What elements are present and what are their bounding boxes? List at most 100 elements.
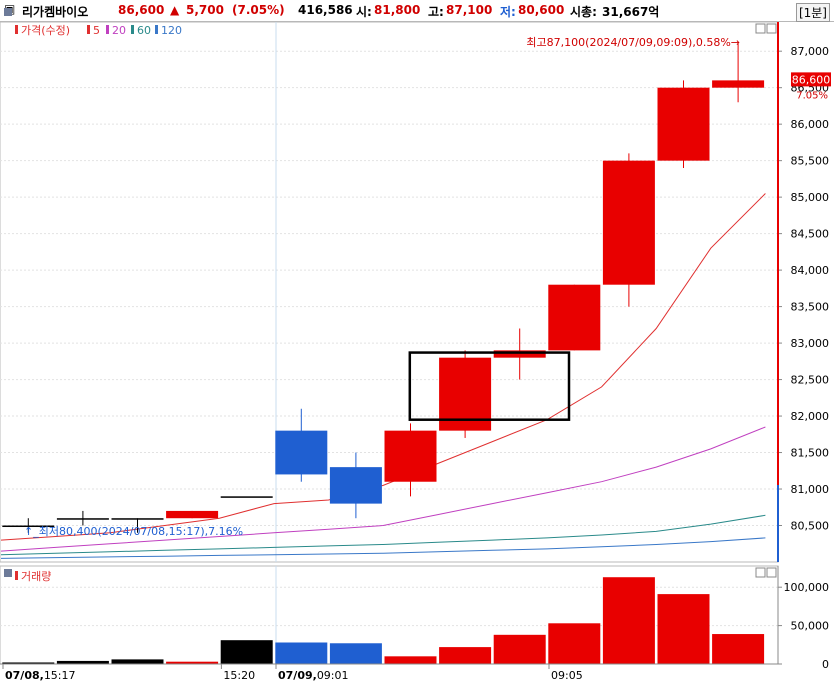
low-value: 80,600 [518, 3, 565, 17]
legend-ma60: 60 [137, 24, 151, 37]
mcap-label: 시총: [570, 5, 597, 19]
legend-volume: 거래량 [21, 570, 51, 583]
up-arrow-icon: ▲ [170, 3, 180, 17]
panel-marker-icon [4, 8, 12, 16]
legend-ma5-swatch [87, 25, 90, 34]
volume-bar [439, 647, 492, 664]
mcap-value: 31,667억 [602, 5, 660, 19]
volume-panel: 0 50,000 100,000 거래량 [0, 565, 830, 671]
candle-body [548, 284, 601, 351]
volume-bar [712, 634, 765, 664]
candle-body [275, 430, 328, 475]
x-tick-label: 15:20 [223, 669, 255, 682]
current-price-tag [791, 72, 831, 87]
price-tick-label: 84,000 [791, 264, 830, 277]
price-tick-label: 84,500 [791, 228, 830, 241]
moving-average-lines [0, 193, 766, 559]
volume-tick-label: 100,000 [784, 581, 830, 594]
annotation-high: 최고87,100(2024/07/09,09:09),0.58%→ [526, 36, 740, 49]
volume-bars [2, 577, 765, 664]
current-change-label: 7.05% [796, 90, 828, 101]
volume-bar [384, 656, 437, 664]
price-panel: 80,500 81,000 81,500 82,000 82,500 83,000 83,5… [0, 8, 831, 563]
price-tick-label: 82,500 [791, 374, 830, 387]
ma60-line [0, 514, 766, 556]
price-tick-label: 87,000 [791, 45, 830, 58]
price-tick-label: 81,000 [791, 483, 830, 496]
current-price: 86,600 [118, 3, 165, 17]
stock-name: 리가켐바이오 [22, 5, 89, 19]
legend-price-swatch [15, 25, 18, 34]
open-value: 81,800 [374, 3, 421, 17]
price-legend: 가격(수정) 5 20 60 120 [15, 24, 182, 37]
candle-body [56, 518, 109, 520]
current-price-tag-label: 86,600 [792, 73, 831, 86]
candle-body [657, 87, 710, 161]
interval-button[interactable]: [1분] [795, 3, 830, 22]
panel-minimize-button[interactable] [755, 23, 766, 34]
candle-body [111, 518, 164, 520]
price-tick-label: 83,500 [791, 301, 830, 314]
volume-bar [2, 662, 55, 664]
legend-volume-swatch [15, 571, 18, 580]
candle-body [220, 496, 273, 498]
high-value: 87,100 [446, 3, 493, 17]
volume-bar [166, 661, 219, 664]
time-x-axis: 07/08,15:17 15:20 07/09,09:01 09:05 [0, 663, 778, 682]
volume-bar [275, 642, 328, 664]
volume-close-button[interactable] [766, 567, 777, 578]
volume-bar [602, 577, 655, 664]
candle-body [712, 80, 765, 88]
volume-bar [220, 640, 273, 664]
stock-header: ▣ 리가켐바이오 86,600 ▲ 5,700 (7.05%) 416,586 … [0, 0, 834, 22]
price-y-axis: 80,500 81,000 81,500 82,000 82,500 83,000 83,5… [777, 22, 830, 562]
candle-body [329, 467, 382, 504]
legend-ma20-swatch [106, 25, 109, 34]
price-tick-label: 81,500 [791, 447, 830, 460]
volume-bar [56, 660, 109, 664]
x-tick-label: 07/09,09:01 [278, 669, 349, 682]
price-change: 5,700 [186, 3, 224, 17]
volume-bar [329, 643, 382, 664]
legend-price: 가격(수정) [21, 24, 70, 37]
ma120-line [0, 537, 766, 559]
volume-minimize-button[interactable] [755, 567, 766, 578]
price-tick-label: 80,500 [791, 520, 830, 533]
candle-body [2, 525, 55, 528]
annotation-low: ↑_최저80,400(2024/07/08,15:17),7.16% [24, 525, 243, 538]
legend-ma60-swatch [131, 25, 134, 34]
volume-bar [657, 594, 710, 664]
highlight-box [408, 351, 571, 421]
volume-bar [548, 623, 601, 664]
legend-ma120: 120 [161, 24, 182, 37]
price-change-pct: (7.05%) [232, 3, 285, 17]
volume-value: 416,586 [298, 3, 353, 17]
volume-tick-label: 0 [822, 658, 829, 671]
volume-tick-label: 50,000 [791, 620, 830, 633]
volume-panel-marker-icon [4, 569, 12, 577]
x-tick-label: 09:05 [551, 669, 583, 682]
price-tick-label: 82,000 [791, 410, 830, 423]
candle-body [493, 350, 546, 358]
price-tick-label: 86,000 [791, 118, 830, 131]
candle-body [384, 430, 437, 482]
low-label: 저: [500, 5, 516, 19]
candle-body [166, 510, 219, 519]
ma20-line [0, 426, 766, 552]
ma5-line [0, 193, 766, 541]
price-tick-label: 85,500 [791, 155, 830, 168]
price-tick-label: 85,000 [791, 191, 830, 204]
high-label: 고: [428, 5, 444, 19]
open-label: 시: [356, 5, 372, 19]
legend-ma120-swatch [155, 25, 158, 34]
volume-y-axis: 0 50,000 100,000 [777, 566, 830, 671]
candle-body [602, 160, 655, 285]
volume-bar [111, 659, 164, 664]
legend-ma5: 5 [93, 24, 100, 37]
price-tick-label: 83,000 [791, 337, 830, 350]
panel-close-button[interactable] [766, 23, 777, 34]
legend-ma20: 20 [112, 24, 126, 37]
x-tick-label: 07/08,15:17 [5, 669, 76, 682]
volume-bar [493, 634, 546, 664]
